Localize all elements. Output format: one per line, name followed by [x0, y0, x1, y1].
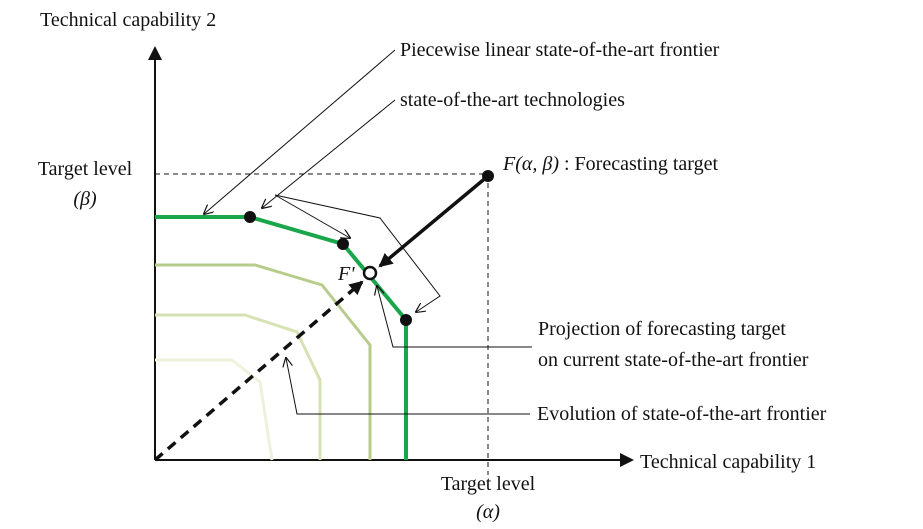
old-frontier [155, 358, 274, 461]
current-frontier [155, 215, 408, 460]
evolution-label: Evolution of state-of-the-art frontier [537, 403, 827, 425]
callout [262, 99, 396, 208]
callout [204, 49, 396, 214]
old-frontier [155, 263, 372, 460]
forecast-symbol: F(α, β) [502, 153, 559, 175]
technologies-label: state-of-the-art technologies [400, 89, 625, 111]
projection-label: Projection of forecasting target [538, 318, 786, 340]
y-target-label: Target level [38, 158, 133, 180]
y-target-symbol: (β) [73, 188, 97, 210]
callout [377, 286, 532, 348]
projection-arrow [378, 174, 490, 268]
frontier-label: Piecewise linear state-of-the-art fronti… [400, 39, 720, 61]
x-axis-label: Technical capability 1 [640, 451, 816, 473]
forecast-target-label: F(α, β) : Forecasting target [502, 153, 718, 175]
evolution-arrow [153, 280, 364, 462]
callout [274, 194, 441, 312]
technology-point [400, 314, 412, 326]
callout [274, 194, 350, 238]
old-frontier [155, 313, 322, 460]
projection-label: on current state-of-the-art frontier [538, 349, 809, 371]
y-axis-label: Technical capability 2 [40, 9, 216, 31]
technology-point [244, 211, 256, 223]
forecast-text: : Forecasting target [559, 153, 718, 175]
technology-point [337, 238, 349, 250]
x-target-label: Target level [441, 473, 536, 495]
projection-point [362, 265, 378, 281]
forecast-target-point [482, 170, 494, 182]
callout [286, 358, 530, 415]
x-target-symbol: (α) [476, 501, 500, 523]
projection-point-label: F' [337, 263, 355, 285]
